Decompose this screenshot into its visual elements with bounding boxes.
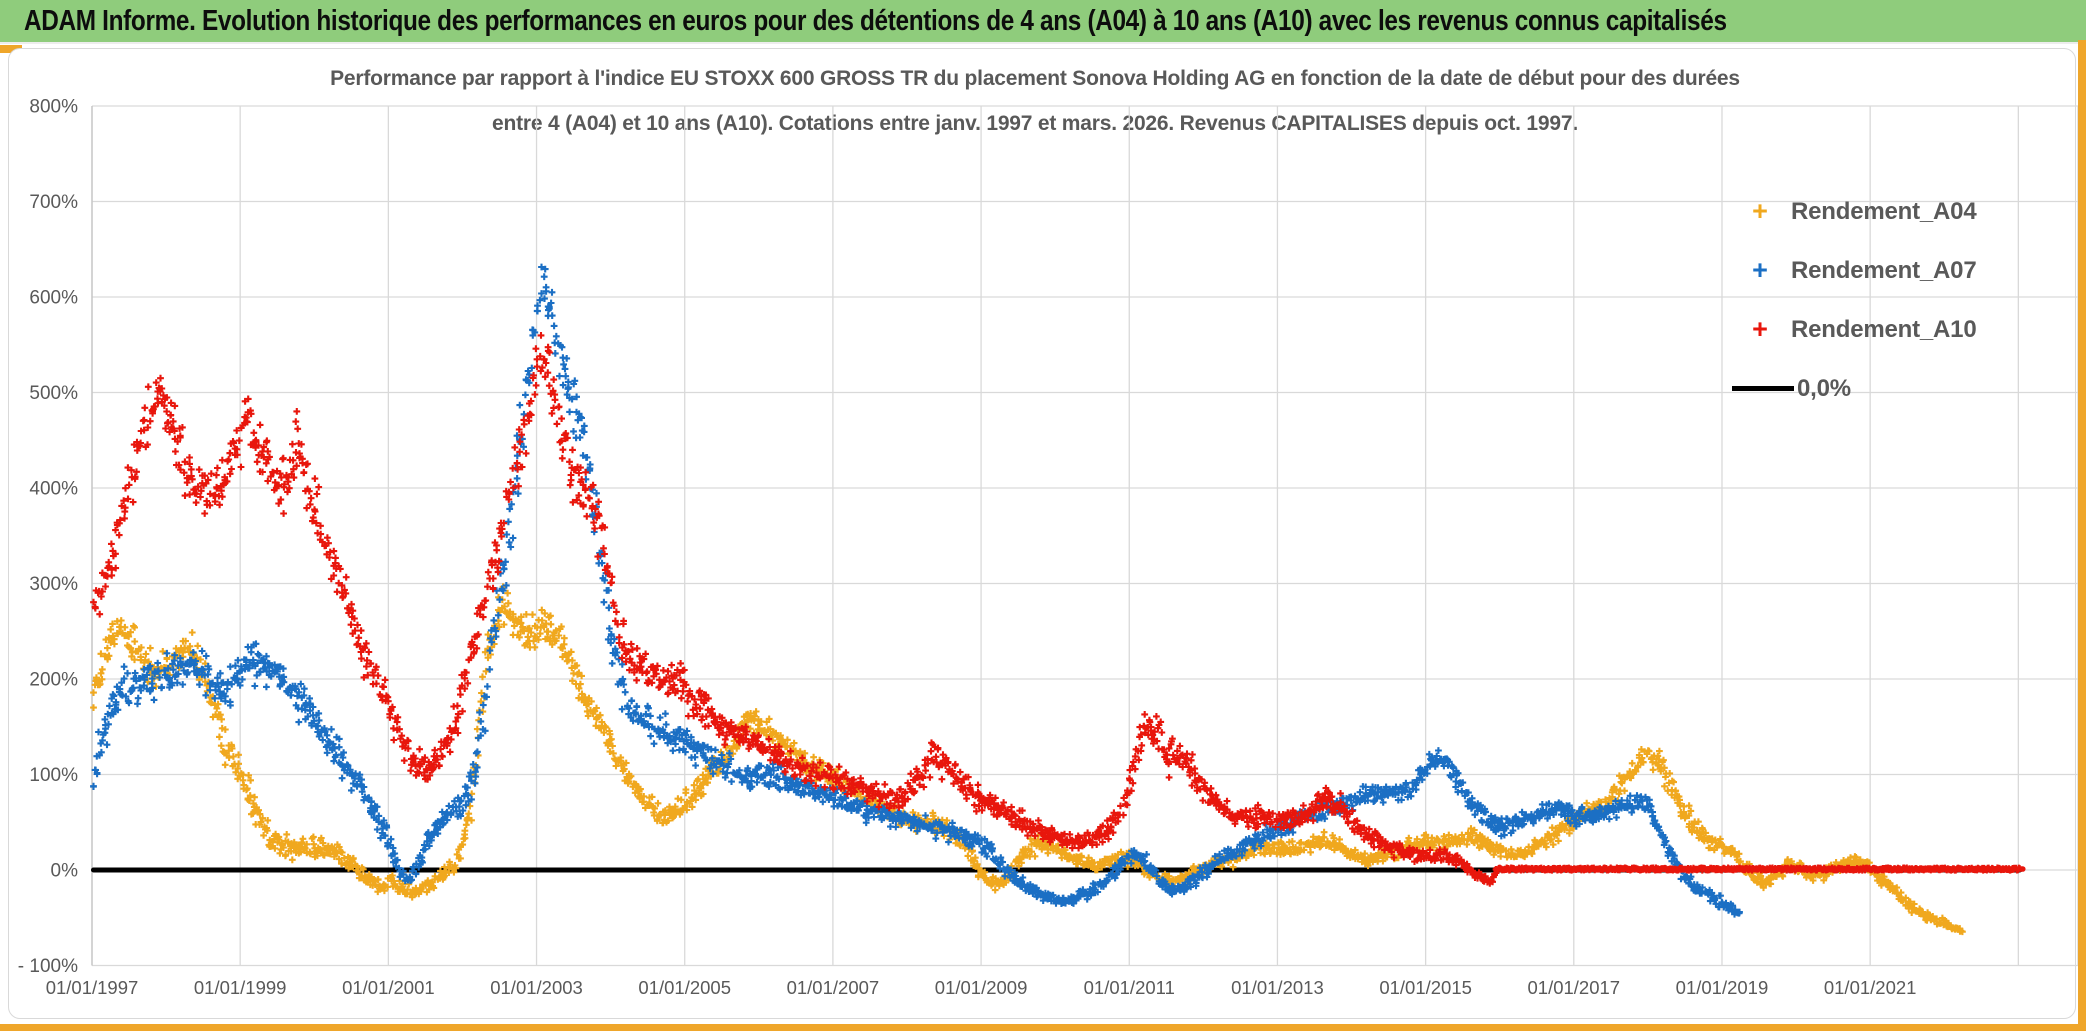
chart-title-line1: Performance par rapport à l'indice EU ST… xyxy=(330,67,1740,90)
y-tick-label: 400% xyxy=(29,479,78,500)
y-tick-label: 0% xyxy=(51,861,79,882)
y-tick-label: 300% xyxy=(29,574,78,595)
zero-line-icon xyxy=(1732,386,1794,391)
x-tick-label: 01/01/1999 xyxy=(194,977,287,998)
y-tick-label: 800% xyxy=(29,97,78,118)
y-tick-label: 600% xyxy=(29,288,78,309)
legend-item-rendement-a04: + Rendement_A04 xyxy=(1732,182,1977,241)
x-tick-label: 01/01/1997 xyxy=(46,977,139,998)
x-tick-label: 01/01/2015 xyxy=(1379,977,1472,998)
chart-title: Performance par rapport à l'indice EU ST… xyxy=(150,56,1920,146)
x-tick-label: 01/01/2021 xyxy=(1824,977,1917,998)
y-tick-label: 500% xyxy=(29,383,78,404)
legend-label: Rendement_A04 xyxy=(1791,197,1977,225)
y-tick-label: 200% xyxy=(29,670,78,691)
plus-marker-icon: + xyxy=(1752,196,1768,226)
x-tick-label: 01/01/2011 xyxy=(1084,977,1175,998)
x-tick-label: 01/01/2019 xyxy=(1676,977,1769,998)
gold-accent-right xyxy=(2078,40,2086,1031)
legend-label: Rendement_A07 xyxy=(1791,256,1977,284)
legend-item-rendement-a07: + Rendement_A07 xyxy=(1732,241,1977,300)
legend-item-zero-line: 0,0% xyxy=(1732,359,1976,418)
x-axis-tick-labels: 01/01/1997 01/01/1999 01/01/2001 01/01/2003… xyxy=(46,977,1917,998)
x-tick-label: 01/01/2009 xyxy=(935,977,1028,998)
chart-legend: + Rendement_A04 + Rendement_A07 + Rendem… xyxy=(1732,182,1977,418)
y-axis-tick-labels: 800% 700% 600% 500% 400% 300% 200% 100% 0% - 100% xyxy=(18,97,78,978)
banner-title: ADAM Informe. Evolution historique des p… xyxy=(24,4,1727,37)
x-tick-label: 01/01/2017 xyxy=(1528,977,1621,998)
x-tick-label: 01/01/2003 xyxy=(490,977,583,998)
y-tick-label: - 100% xyxy=(18,956,78,977)
plus-marker-icon: + xyxy=(1752,314,1768,344)
chart-title-line2: entre 4 (A04) et 10 ans (A10). Cotations… xyxy=(492,112,1578,135)
x-tick-label: 01/01/2007 xyxy=(787,977,880,998)
gold-accent-bottom xyxy=(0,1024,2086,1031)
x-tick-label: 01/01/2013 xyxy=(1231,977,1324,998)
legend-item-rendement-a10: + Rendement_A10 xyxy=(1732,300,1977,359)
gold-accent-corner xyxy=(0,45,22,53)
plus-marker-icon: + xyxy=(1752,255,1768,285)
series-rendement_a07 xyxy=(90,263,1743,918)
x-tick-label: 01/01/2001 xyxy=(342,977,435,998)
series-rendement_a10 xyxy=(90,332,2026,887)
x-tick-label: 01/01/2005 xyxy=(638,977,731,998)
legend-label: Rendement_A10 xyxy=(1791,315,1977,343)
scatter-points xyxy=(90,263,1743,918)
y-tick-label: 100% xyxy=(29,765,78,786)
title-banner: ADAM Informe. Evolution historique des p… xyxy=(0,0,2086,44)
scatter-points xyxy=(90,332,1500,887)
flat-tail-points xyxy=(1492,864,2024,874)
legend-label: 0,0% xyxy=(1797,374,1851,402)
y-tick-label: 700% xyxy=(29,192,78,213)
